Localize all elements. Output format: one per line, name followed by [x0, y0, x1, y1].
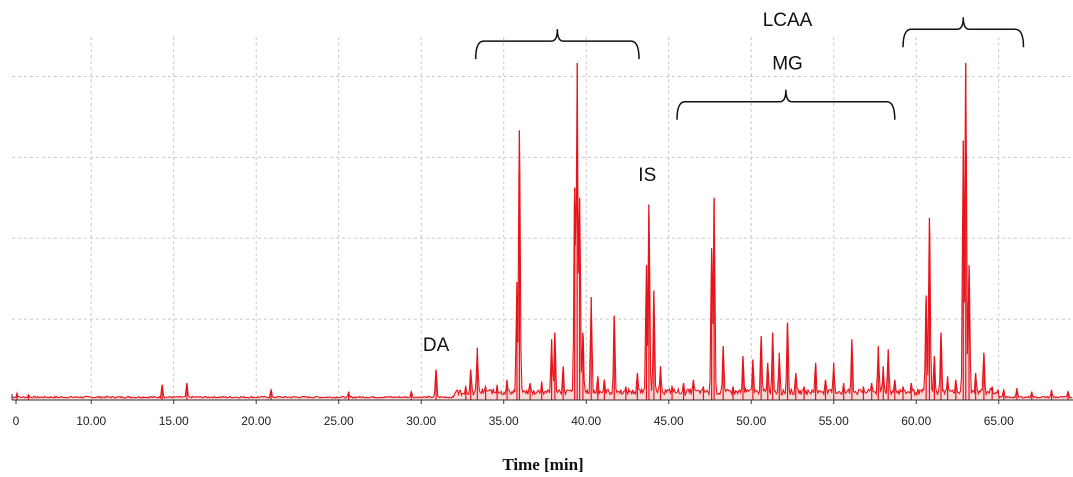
- x-tick-label: 45.00: [654, 414, 684, 428]
- grid-layer: [12, 37, 1073, 400]
- x-tick-label: 15.00: [159, 414, 189, 428]
- x-tick-label: 0: [13, 414, 20, 428]
- trace-area: [12, 63, 1073, 400]
- annotation-label-lcaa: LCAA: [763, 10, 813, 31]
- x-tick-label: 60.00: [901, 414, 931, 428]
- x-tick-label: 10.00: [76, 414, 106, 428]
- x-tick-label: 40.00: [571, 414, 601, 428]
- x-tick-label: 50.00: [736, 414, 766, 428]
- x-tick-label: 25.00: [324, 414, 354, 428]
- x-tick-label: 55.00: [819, 414, 849, 428]
- annotation-label-fa: FA: [552, 0, 576, 4]
- annotation-label-is: IS: [638, 165, 656, 186]
- annotation-bracket: [676, 89, 896, 120]
- x-tick-label: 20.00: [241, 414, 271, 428]
- x-tick-label: 35.00: [489, 414, 519, 428]
- trace-layer: [11, 62, 1073, 400]
- x-axis: 0 10.00 15.00 20.00 25.00 30.00 35.00 40.00 45.0…: [11, 394, 1073, 428]
- annotation-label-mg: MG: [772, 54, 803, 75]
- x-axis-title: Time [min]: [502, 455, 583, 474]
- x-tick-label: 30.00: [406, 414, 436, 428]
- x-tick-label: 65.00: [984, 414, 1014, 428]
- trace-line: [11, 62, 1073, 400]
- annotation-label-da: DA: [423, 335, 450, 356]
- annotation-layer: DAFAISLCAAMGST: [423, 0, 1025, 356]
- annotation-bracket: [474, 29, 640, 60]
- annotation-bracket: [902, 17, 1025, 48]
